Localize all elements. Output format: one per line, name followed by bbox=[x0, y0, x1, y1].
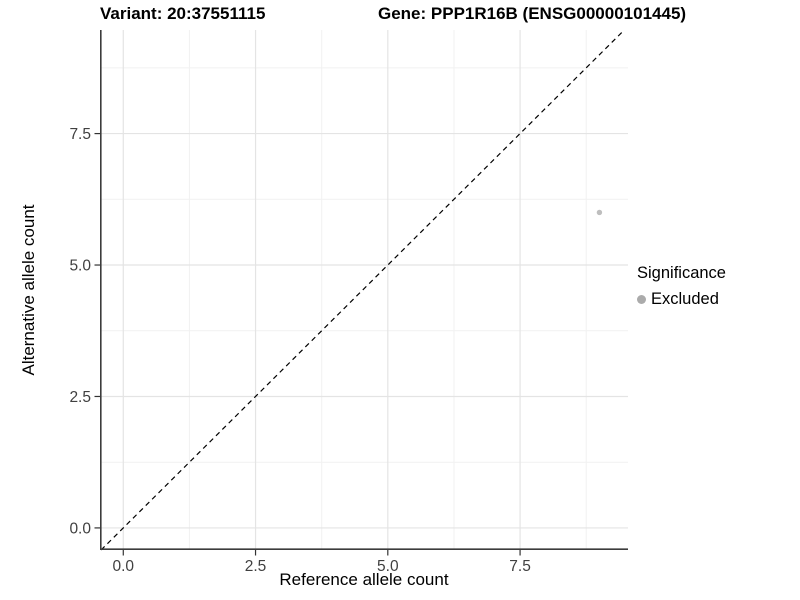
legend-item-excluded: Excluded bbox=[637, 290, 726, 309]
x-axis-title: Reference allele count bbox=[279, 570, 449, 589]
gene-title: Gene: PPP1R16B (ENSG00000101445) bbox=[378, 4, 687, 23]
legend: Significance Excluded bbox=[637, 264, 726, 309]
y-axis-title: Alternative allele count bbox=[19, 204, 38, 376]
x-tick-label: 7.5 bbox=[509, 558, 531, 575]
variant-title: Variant: 20:37551115 bbox=[100, 4, 266, 23]
plot-panel: 0.0 2.5 5.0 7.5 0.0 2.5 5.0 7.5 bbox=[69, 29, 628, 575]
y-tick-label: 7.5 bbox=[69, 126, 91, 143]
scatter-plot-canvas: 0.0 2.5 5.0 7.5 0.0 2.5 5.0 7.5 bbox=[69, 29, 628, 575]
data-point bbox=[596, 209, 603, 216]
y-tick-label: 5.0 bbox=[69, 258, 91, 275]
legend-title: Significance bbox=[637, 264, 726, 282]
x-tick-label: 5.0 bbox=[377, 558, 399, 575]
x-tick-label: 2.5 bbox=[245, 558, 267, 575]
legend-item-label: Excluded bbox=[651, 290, 719, 308]
identity-line bbox=[100, 29, 625, 551]
legend-point-icon bbox=[637, 295, 646, 304]
y-tick-label: 2.5 bbox=[69, 389, 91, 406]
y-tick-label: 0.0 bbox=[69, 520, 91, 537]
x-tick-label: 0.0 bbox=[112, 558, 134, 575]
